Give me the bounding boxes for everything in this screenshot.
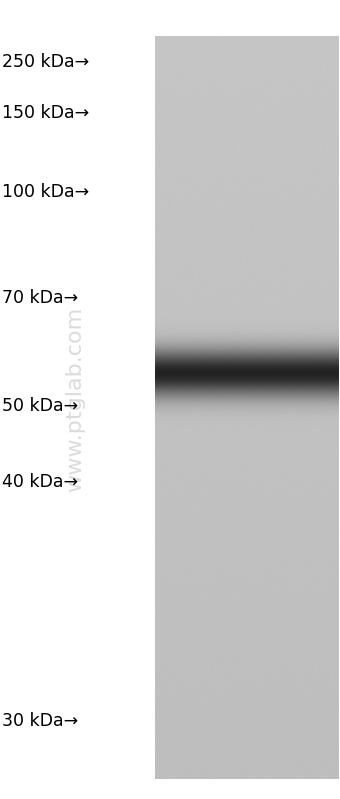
Text: 150 kDa→: 150 kDa→ bbox=[2, 105, 89, 122]
Text: 100 kDa→: 100 kDa→ bbox=[2, 183, 89, 201]
Text: 50 kDa→: 50 kDa→ bbox=[2, 397, 78, 415]
Text: 40 kDa→: 40 kDa→ bbox=[2, 473, 78, 491]
Text: 250 kDa→: 250 kDa→ bbox=[2, 53, 89, 70]
Text: 30 kDa→: 30 kDa→ bbox=[2, 712, 78, 729]
Text: 70 kDa→: 70 kDa→ bbox=[2, 289, 78, 307]
Text: www.ptglab.com: www.ptglab.com bbox=[65, 307, 85, 492]
